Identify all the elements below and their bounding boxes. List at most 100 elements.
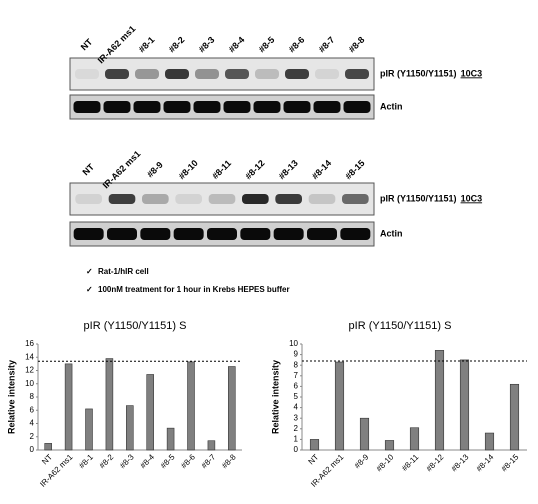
note: 100nM treatment for 1 hour in Krebs HEPE… (98, 285, 290, 294)
blot-label: pIR (Y1150/Y1151) (380, 193, 457, 203)
band (255, 69, 279, 79)
x-tick-label: #8-14 (475, 452, 496, 473)
lane-label: #8-8 (347, 35, 367, 55)
x-tick-label: NT (40, 452, 54, 466)
actin-band (193, 101, 221, 113)
actin-band (313, 101, 341, 113)
y-tick-label: 0 (294, 445, 299, 454)
y-tick-label: 3 (294, 413, 299, 422)
actin-band (240, 228, 271, 240)
y-tick-label: 6 (30, 405, 35, 414)
bar (334, 361, 345, 451)
band (275, 194, 302, 204)
actin-band (73, 228, 104, 240)
band (75, 194, 102, 204)
check-mark: ✓ (86, 267, 93, 276)
lane-label: #8-4 (227, 35, 247, 55)
y-tick-label: 12 (25, 366, 34, 375)
y-tick-label: 2 (294, 424, 299, 433)
band (345, 69, 369, 79)
x-tick-label: NT (306, 452, 320, 466)
x-tick-label: #8-7 (200, 452, 218, 470)
band (142, 194, 169, 204)
blot-label: 10C3 (461, 193, 483, 203)
y-tick-label: 16 (25, 339, 34, 348)
bar (434, 350, 445, 451)
y-tick-label: 6 (294, 382, 299, 391)
y-tick-label: 4 (294, 403, 299, 412)
x-tick-label: #8-4 (138, 452, 156, 470)
bar (409, 427, 420, 451)
bar (146, 374, 154, 451)
lane-label: #8-15 (343, 158, 366, 181)
actin-band (73, 101, 101, 113)
band (308, 194, 336, 204)
lane-label: #8-6 (287, 35, 307, 55)
bar (359, 417, 370, 451)
y-tick-label: 8 (294, 360, 299, 369)
actin-band (107, 228, 137, 240)
actin-band (307, 228, 337, 240)
band (342, 194, 369, 204)
bar (187, 361, 195, 451)
y-tick-label: 5 (294, 392, 299, 401)
note: Rat-1/hIR cell (98, 267, 149, 276)
lane-label: #8-14 (310, 158, 333, 181)
actin-band (253, 101, 281, 113)
lane-label: #8-7 (317, 35, 337, 55)
bar (44, 443, 52, 451)
lane-label: #8-9 (145, 160, 165, 180)
band (165, 69, 189, 79)
bar (166, 427, 175, 451)
x-tick-label: #8-2 (98, 452, 116, 470)
actin-band (343, 101, 371, 113)
actin-band (163, 101, 191, 113)
lane-label: #8-3 (197, 35, 217, 55)
lane-label: #8-5 (257, 35, 277, 55)
actin-band (140, 228, 171, 240)
x-tick-label: #8-15 (500, 452, 521, 473)
y-tick-label: 9 (294, 350, 299, 359)
bar (105, 358, 114, 451)
lane-label: #8-12 (243, 158, 266, 181)
actin-band (207, 228, 237, 240)
actin-band (340, 228, 371, 240)
y-tick-label: 0 (30, 445, 35, 454)
x-tick-label: #8-9 (353, 452, 371, 470)
actin-band (283, 101, 311, 113)
bar (85, 408, 93, 451)
bar (309, 439, 320, 451)
chart-title: pIR (Y1150/Y1151) S (349, 320, 452, 332)
lane-label: NT (80, 161, 96, 177)
x-tick-label: #8-1 (77, 452, 95, 470)
band (135, 69, 159, 79)
x-tick-label: #8-6 (179, 452, 197, 470)
y-tick-label: 14 (25, 352, 34, 361)
actin-band (133, 101, 161, 113)
actin-band (173, 228, 204, 240)
y-tick-label: 10 (289, 339, 298, 348)
lane-label: #8-2 (167, 35, 187, 55)
bar (207, 440, 216, 451)
blot-label: 10C3 (461, 68, 483, 78)
lane-label: #8-10 (177, 158, 200, 181)
y-axis-label: Relative intensity (6, 360, 16, 434)
blot-label: Actin (380, 101, 403, 111)
x-tick-label: #8-12 (425, 452, 446, 473)
band (108, 194, 136, 204)
x-tick-label: #8-11 (400, 452, 421, 473)
x-tick-label: #8-5 (159, 452, 177, 470)
check-mark: ✓ (86, 285, 93, 294)
band (105, 69, 129, 79)
blot-label: pIR (Y1150/Y1151) (380, 68, 457, 78)
actin-band (103, 101, 131, 113)
band (225, 69, 249, 79)
band (195, 69, 219, 79)
lane-label: #8-11 (210, 158, 233, 181)
x-tick-label: #8-10 (375, 452, 396, 473)
bar (459, 359, 470, 451)
lane-label: #8-13 (277, 158, 300, 181)
bar (484, 432, 495, 451)
band (242, 194, 269, 204)
